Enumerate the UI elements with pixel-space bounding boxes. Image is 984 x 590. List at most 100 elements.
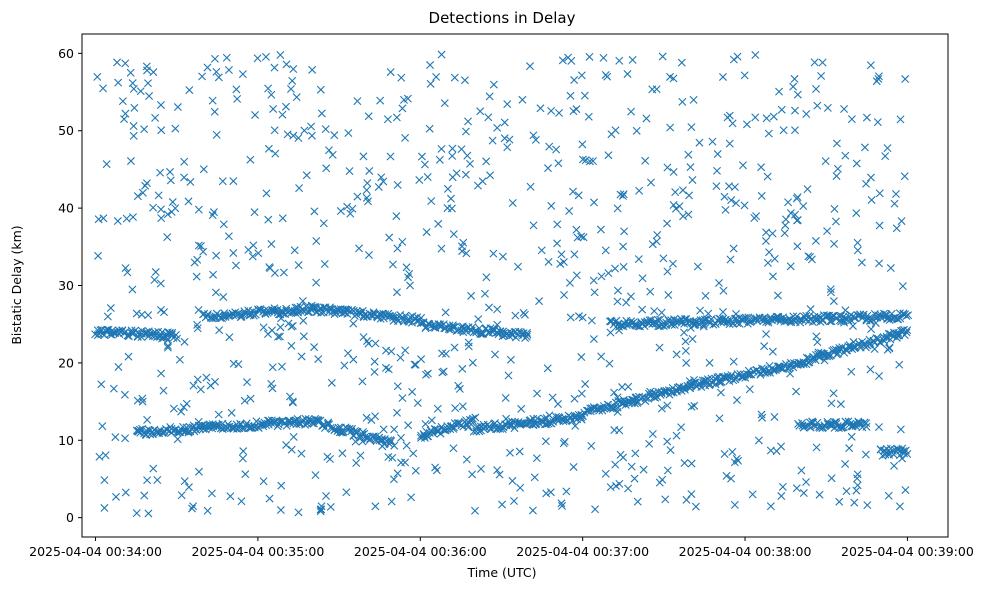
data-point <box>646 387 655 396</box>
data-point <box>322 164 331 173</box>
data-point <box>532 454 541 463</box>
data-point <box>666 123 675 132</box>
data-point <box>815 423 824 432</box>
data-point <box>201 422 210 431</box>
data-point <box>219 292 228 301</box>
data-point <box>177 491 186 500</box>
data-point <box>890 199 899 208</box>
data-point <box>332 308 341 317</box>
data-point <box>578 155 587 164</box>
data-point <box>121 488 130 497</box>
data-point <box>317 109 326 118</box>
data-point <box>163 343 172 352</box>
data-point <box>493 466 502 475</box>
data-point <box>263 330 272 339</box>
data-point <box>720 192 729 201</box>
data-point <box>756 370 765 379</box>
data-point <box>713 150 722 159</box>
data-point <box>99 84 108 93</box>
data-point <box>875 221 884 230</box>
data-point <box>841 151 850 160</box>
data-point <box>219 220 228 229</box>
data-point <box>573 233 582 242</box>
data-point <box>330 131 339 140</box>
data-point <box>613 286 622 295</box>
data-point <box>696 380 705 389</box>
data-point <box>184 428 193 437</box>
data-point <box>827 312 836 321</box>
data-point <box>426 61 435 70</box>
data-point <box>129 131 138 140</box>
data-point <box>671 188 680 197</box>
data-point <box>681 337 690 346</box>
data-point <box>133 396 142 405</box>
data-point <box>198 72 207 81</box>
data-point <box>763 172 772 181</box>
data-point <box>166 176 175 185</box>
data-point <box>503 143 512 152</box>
data-point <box>558 56 567 65</box>
data-point <box>229 359 238 368</box>
data-point <box>278 110 287 119</box>
data-point <box>898 282 907 291</box>
data-point <box>128 329 137 338</box>
data-point <box>402 441 411 450</box>
data-point <box>587 441 596 450</box>
data-point <box>121 264 130 273</box>
data-point <box>113 58 122 67</box>
data-point <box>757 410 766 419</box>
data-point <box>462 249 471 258</box>
data-point <box>277 362 286 371</box>
data-point <box>297 352 306 361</box>
data-point <box>312 278 321 287</box>
data-point <box>618 383 627 392</box>
data-point <box>307 131 316 140</box>
data-point <box>804 252 813 261</box>
data-point <box>806 252 814 261</box>
data-point <box>784 198 793 207</box>
data-point <box>401 346 410 355</box>
x-axis-label: Time (UTC) <box>466 565 536 580</box>
data-point <box>150 275 159 284</box>
data-point <box>438 368 447 377</box>
data-point <box>270 269 279 277</box>
data-point <box>836 400 845 409</box>
data-point <box>241 470 250 479</box>
data-point <box>773 291 782 300</box>
data-point <box>881 152 890 161</box>
data-point <box>440 99 449 108</box>
data-point <box>797 466 806 475</box>
data-point <box>129 122 138 131</box>
data-point <box>529 221 538 230</box>
data-point <box>545 411 554 420</box>
data-point <box>311 471 320 480</box>
data-point <box>387 437 396 446</box>
data-point <box>631 449 640 458</box>
data-point <box>259 323 268 332</box>
data-point <box>432 72 441 81</box>
data-point <box>768 229 777 238</box>
data-point <box>393 408 401 417</box>
chart-title: Detections in Delay <box>429 9 576 27</box>
data-point <box>779 126 788 135</box>
data-point <box>180 477 189 486</box>
data-point <box>120 115 129 124</box>
data-point <box>675 202 684 211</box>
data-point <box>208 96 217 105</box>
data-point <box>627 462 636 471</box>
data-point <box>388 453 397 462</box>
data-point <box>386 68 395 77</box>
data-point <box>464 117 473 126</box>
data-point <box>463 151 472 160</box>
data-point <box>193 375 202 384</box>
data-point <box>237 497 246 506</box>
data-point <box>214 410 223 419</box>
data-point <box>180 173 189 182</box>
data-point <box>733 370 742 379</box>
data-point <box>390 425 399 434</box>
data-point <box>240 396 249 405</box>
data-point <box>826 285 835 294</box>
data-point <box>388 260 397 269</box>
data-point <box>526 62 534 71</box>
data-point <box>831 217 840 226</box>
